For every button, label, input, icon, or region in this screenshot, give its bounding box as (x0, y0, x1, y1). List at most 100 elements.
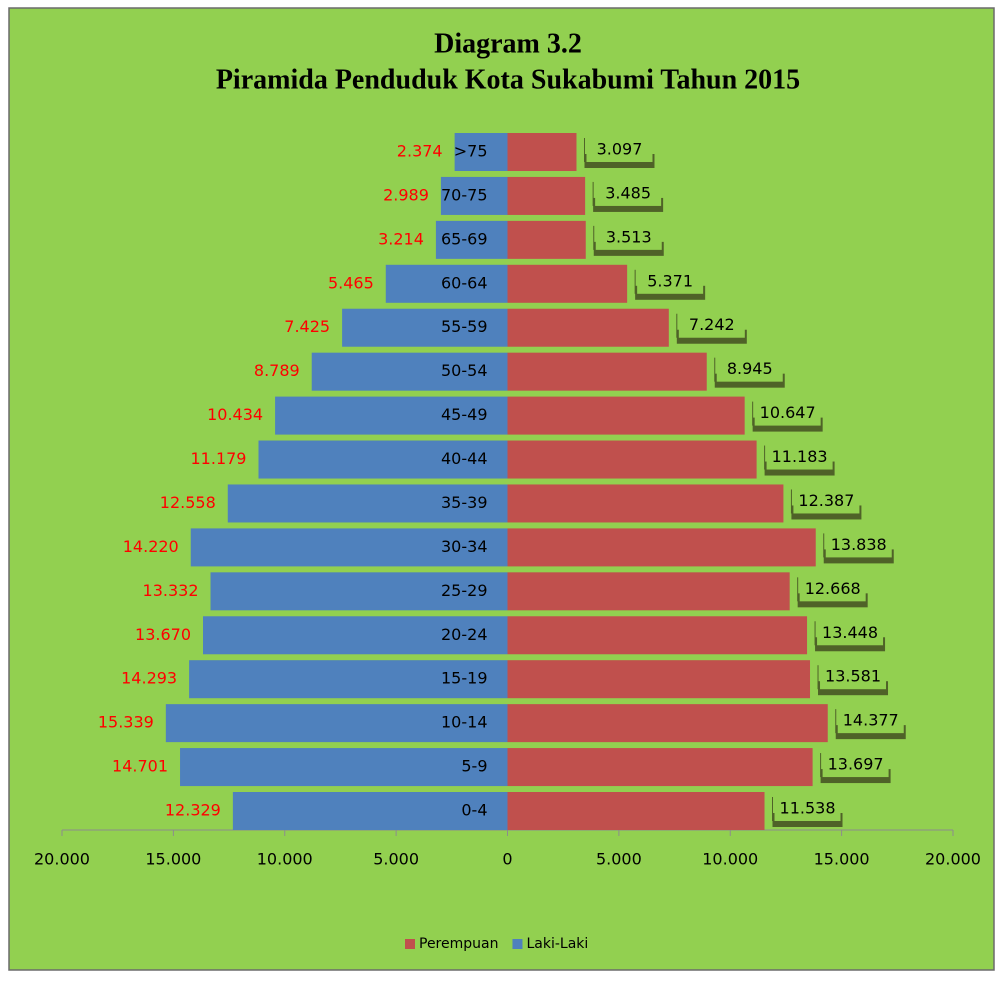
data-label: 3.513 (606, 227, 652, 246)
bar (507, 308, 669, 347)
category-label: >75 (454, 142, 488, 161)
bar (507, 704, 828, 743)
data-label: 12.387 (798, 491, 854, 510)
data-label: 5.465 (328, 273, 374, 292)
category-label: 0-4 (461, 801, 487, 820)
bar (507, 133, 577, 171)
category-label: 5-9 (461, 757, 487, 776)
bar (258, 440, 508, 479)
bar (507, 484, 784, 523)
data-label: 12.668 (805, 579, 861, 598)
x-tick-label: 5.000 (596, 850, 642, 869)
bar (435, 220, 508, 259)
x-tick-label: 20.000 (925, 850, 981, 869)
data-label: 14.220 (123, 537, 179, 556)
data-label: 3.485 (605, 183, 651, 202)
bar (507, 220, 586, 259)
data-label-box (716, 357, 783, 382)
legend-label: Perempuan (419, 936, 498, 952)
data-label: 13.670 (135, 625, 191, 644)
data-label: 3.214 (378, 229, 424, 248)
data-label-box (678, 313, 745, 338)
data-label: 13.332 (143, 581, 199, 600)
data-label-box (799, 577, 866, 602)
data-label: 13.448 (822, 623, 878, 642)
x-tick-label: 0 (502, 850, 512, 869)
data-label: 13.697 (828, 755, 884, 774)
category-label: 10-14 (441, 713, 488, 732)
data-label: 14.293 (121, 669, 177, 688)
data-label-box (817, 621, 884, 646)
bar (507, 616, 808, 655)
bar (507, 528, 816, 567)
data-label: 10.434 (207, 405, 263, 424)
bar (227, 484, 508, 523)
category-label: 35-39 (441, 493, 488, 512)
category-label: 20-24 (441, 625, 488, 644)
data-label-box (595, 225, 662, 250)
bar (232, 792, 508, 830)
data-label-box (793, 489, 860, 514)
data-label-box (754, 401, 821, 426)
chart-title: Diagram 3.2 (434, 28, 582, 59)
data-label: 3.097 (597, 140, 643, 159)
bar (440, 176, 508, 215)
bar (507, 792, 765, 830)
data-label: 11.179 (191, 449, 247, 468)
bar (507, 396, 745, 435)
data-label-box (825, 533, 892, 558)
bar (507, 748, 813, 787)
category-label: 30-34 (441, 537, 488, 556)
bar (507, 352, 707, 391)
chart-subtitle: Piramida Penduduk Kota Sukabumi Tahun 20… (216, 64, 800, 95)
category-label: 65-69 (441, 229, 488, 248)
category-label: 60-64 (441, 273, 488, 292)
bar (190, 528, 508, 567)
data-label-box (637, 269, 704, 294)
data-label: 5.371 (647, 271, 693, 290)
data-label: 13.838 (831, 535, 887, 554)
category-label: 40-44 (441, 449, 488, 468)
x-tick-label: 5.000 (373, 850, 419, 869)
category-label: 45-49 (441, 405, 488, 424)
bar (385, 264, 508, 303)
category-label: 15-19 (441, 669, 488, 688)
data-label: 7.242 (689, 315, 735, 334)
data-label: 14.701 (112, 757, 168, 776)
x-tick-label: 20.000 (34, 850, 90, 869)
bar (507, 264, 628, 303)
bar (203, 616, 508, 655)
bar (275, 396, 508, 435)
x-tick-label: 15.000 (814, 850, 870, 869)
x-tick-label: 10.000 (257, 850, 313, 869)
x-tick-label: 15.000 (145, 850, 201, 869)
data-label: 8.945 (727, 359, 773, 378)
bar (507, 572, 790, 611)
data-label-box (774, 797, 841, 821)
data-label: 7.425 (284, 317, 330, 336)
data-label: 12.329 (165, 801, 221, 820)
bar (189, 660, 508, 699)
bar (342, 308, 508, 347)
legend-swatch (405, 939, 415, 949)
category-label: 70-75 (441, 185, 488, 204)
data-label: 12.558 (160, 493, 216, 512)
data-label: 10.647 (760, 403, 816, 422)
legend-label: Laki-Laki (526, 936, 588, 952)
data-label: 8.789 (254, 361, 300, 380)
category-label: 55-59 (441, 317, 488, 336)
bar (507, 440, 757, 479)
category-label: 50-54 (441, 361, 488, 380)
bar (165, 704, 508, 743)
data-label: 2.374 (397, 142, 443, 161)
data-label-box (766, 445, 833, 470)
bar (311, 352, 508, 391)
bar (180, 748, 508, 787)
data-label: 14.377 (843, 711, 899, 730)
data-label: 15.339 (98, 713, 154, 732)
data-label: 11.538 (780, 799, 836, 818)
x-tick-label: 10.000 (702, 850, 758, 869)
bar (507, 176, 586, 215)
category-label: 25-29 (441, 581, 488, 600)
